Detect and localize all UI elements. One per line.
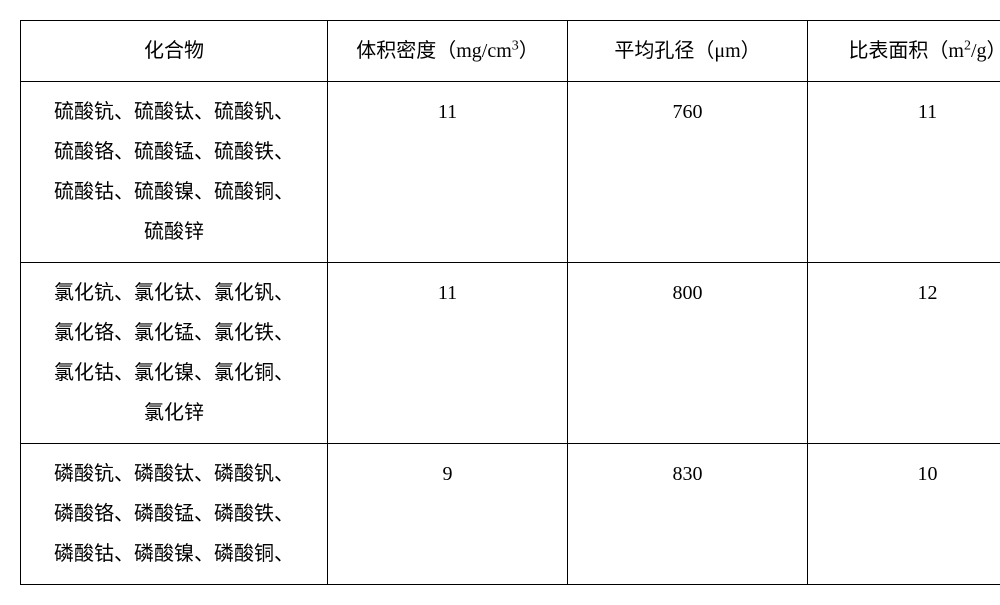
header-density: 体积密度（mg/cm3）	[328, 21, 568, 82]
cell-density: 11	[328, 263, 568, 444]
cell-density: 9	[328, 444, 568, 585]
table-body: 硫酸钪、硫酸钛、硫酸钒、硫酸铬、硫酸锰、硫酸铁、硫酸钴、硫酸镍、硫酸铜、硫酸锌1…	[21, 82, 1000, 585]
header-surface-sup: 2	[964, 38, 971, 53]
cell-density: 11	[328, 82, 568, 263]
compound-line: 磷酸铬、磷酸锰、磷酸铁、	[29, 494, 319, 534]
header-surface-text: 比表面积（m	[848, 40, 964, 62]
table-row: 氯化钪、氯化钛、氯化钒、氯化铬、氯化锰、氯化铁、氯化钴、氯化镍、氯化铜、氯化锌1…	[21, 263, 1000, 444]
compound-line: 磷酸钪、磷酸钛、磷酸钒、	[29, 454, 319, 494]
cell-compound: 硫酸钪、硫酸钛、硫酸钒、硫酸铬、硫酸锰、硫酸铁、硫酸钴、硫酸镍、硫酸铜、硫酸锌	[21, 82, 328, 263]
cell-compound: 磷酸钪、磷酸钛、磷酸钒、磷酸铬、磷酸锰、磷酸铁、磷酸钴、磷酸镍、磷酸铜、	[21, 444, 328, 585]
compound-line: 氯化钪、氯化钛、氯化钒、	[29, 273, 319, 313]
cell-pore: 760	[568, 82, 808, 263]
header-row: 化合物 体积密度（mg/cm3） 平均孔径（μm） 比表面积（m2/g）	[21, 21, 1000, 82]
cell-surface: 11	[808, 82, 1000, 263]
compound-line: 氯化锌	[29, 393, 319, 433]
table-row: 硫酸钪、硫酸钛、硫酸钒、硫酸铬、硫酸锰、硫酸铁、硫酸钴、硫酸镍、硫酸铜、硫酸锌1…	[21, 82, 1000, 263]
cell-pore: 830	[568, 444, 808, 585]
header-compound: 化合物	[21, 21, 328, 82]
data-table: 化合物 体积密度（mg/cm3） 平均孔径（μm） 比表面积（m2/g） 硫酸钪…	[20, 20, 1000, 585]
compound-line: 硫酸钪、硫酸钛、硫酸钒、	[29, 92, 319, 132]
cell-surface: 12	[808, 263, 1000, 444]
header-density-close: ）	[519, 40, 539, 62]
header-density-sup: 3	[512, 38, 519, 53]
header-pore: 平均孔径（μm）	[568, 21, 808, 82]
header-surface: 比表面积（m2/g）	[808, 21, 1000, 82]
header-compound-text: 化合物	[144, 40, 204, 62]
cell-compound: 氯化钪、氯化钛、氯化钒、氯化铬、氯化锰、氯化铁、氯化钴、氯化镍、氯化铜、氯化锌	[21, 263, 328, 444]
header-surface-close: /g）	[971, 40, 1000, 62]
cell-pore: 800	[568, 263, 808, 444]
compound-line: 氯化铬、氯化锰、氯化铁、	[29, 313, 319, 353]
compound-line: 硫酸铬、硫酸锰、硫酸铁、	[29, 132, 319, 172]
compound-line: 磷酸钴、磷酸镍、磷酸铜、	[29, 534, 319, 574]
compound-line: 硫酸钴、硫酸镍、硫酸铜、	[29, 172, 319, 212]
compound-line: 氯化钴、氯化镍、氯化铜、	[29, 353, 319, 393]
table-row: 磷酸钪、磷酸钛、磷酸钒、磷酸铬、磷酸锰、磷酸铁、磷酸钴、磷酸镍、磷酸铜、9830…	[21, 444, 1000, 585]
cell-surface: 10	[808, 444, 1000, 585]
header-density-text: 体积密度（mg/cm	[356, 40, 512, 62]
header-pore-text: 平均孔径（μm）	[614, 40, 760, 62]
compound-line: 硫酸锌	[29, 212, 319, 252]
